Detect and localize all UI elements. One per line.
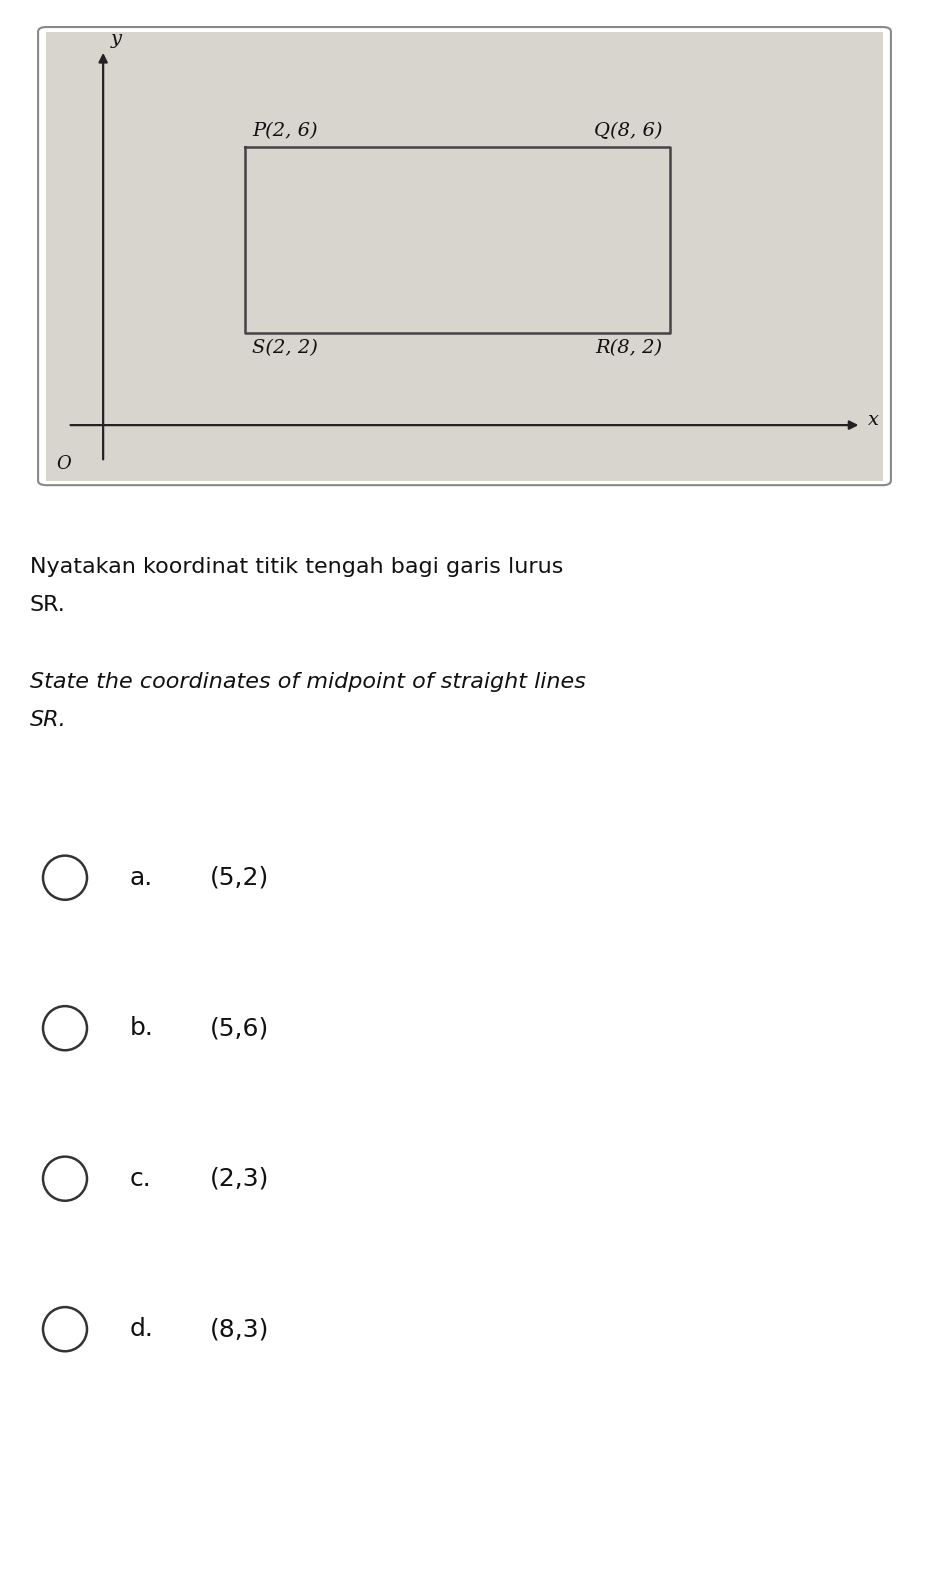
Text: SR.: SR. bbox=[30, 594, 66, 615]
Text: c.: c. bbox=[130, 1166, 151, 1191]
Text: S(2, 2): S(2, 2) bbox=[251, 339, 317, 358]
Text: b.: b. bbox=[130, 1017, 154, 1040]
Text: d.: d. bbox=[130, 1318, 154, 1341]
Text: x: x bbox=[868, 411, 879, 430]
Text: State the coordinates of midpoint of straight lines: State the coordinates of midpoint of str… bbox=[30, 671, 586, 692]
Text: (2,3): (2,3) bbox=[210, 1166, 269, 1191]
Text: SR.: SR. bbox=[30, 711, 67, 730]
Text: Nyatakan koordinat titik tengah bagi garis lurus: Nyatakan koordinat titik tengah bagi gar… bbox=[30, 556, 562, 577]
Text: (5,6): (5,6) bbox=[210, 1017, 269, 1040]
Text: R(8, 2): R(8, 2) bbox=[595, 339, 663, 358]
Text: a.: a. bbox=[130, 865, 153, 890]
Text: Q(8, 6): Q(8, 6) bbox=[594, 123, 663, 140]
Text: (8,3): (8,3) bbox=[210, 1318, 269, 1341]
Text: y: y bbox=[110, 30, 122, 47]
Text: P(2, 6): P(2, 6) bbox=[251, 123, 317, 140]
Text: O: O bbox=[57, 455, 71, 473]
Text: (5,2): (5,2) bbox=[210, 865, 269, 890]
